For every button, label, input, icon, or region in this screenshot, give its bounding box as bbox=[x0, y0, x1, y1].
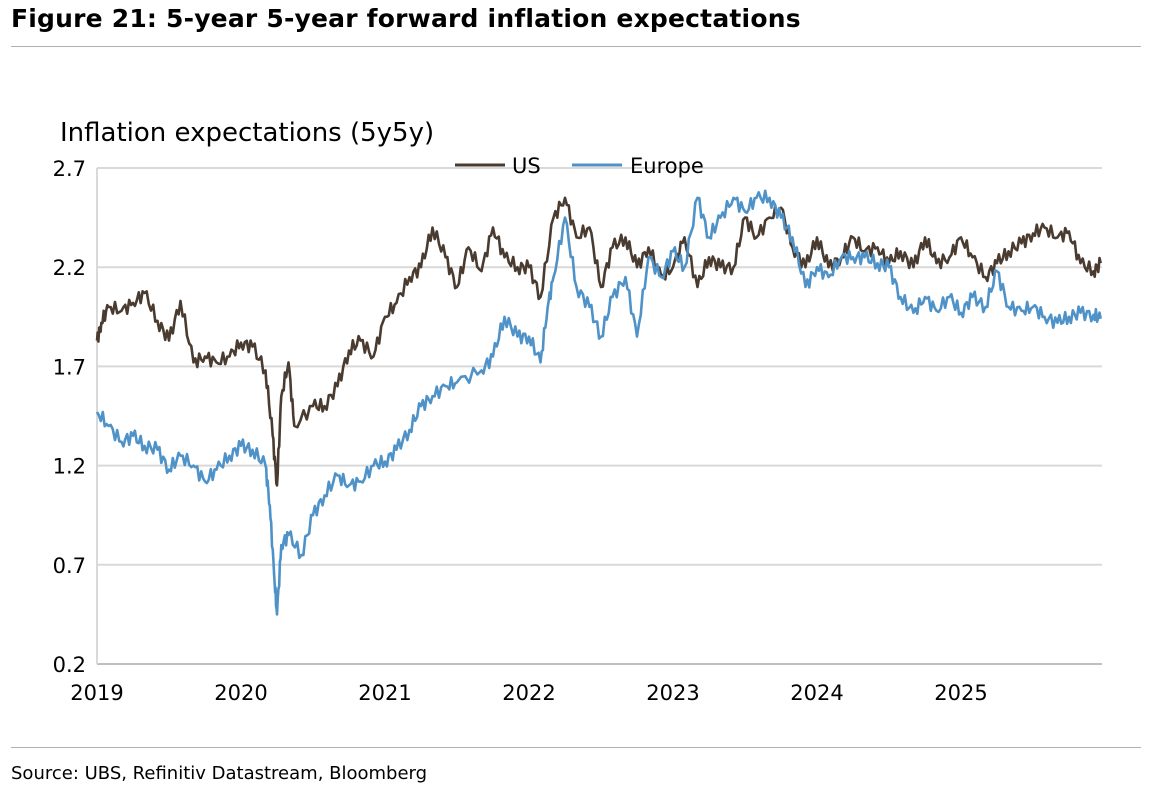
y-tick-label: 0.7 bbox=[53, 554, 86, 578]
y-tick-label: 0.2 bbox=[53, 653, 86, 677]
legend: US Europe bbox=[455, 154, 704, 178]
figure-title: Figure 21: 5-year 5-year forward inflati… bbox=[11, 4, 801, 33]
x-tick-label: 2021 bbox=[358, 681, 411, 705]
x-tick-label: 2019 bbox=[70, 681, 123, 705]
x-tick-label: 2024 bbox=[790, 681, 843, 705]
y-tick-label: 2.7 bbox=[53, 157, 86, 181]
chart-title: Inflation expectations (5y5y) bbox=[60, 118, 434, 148]
series-lines bbox=[95, 189, 1102, 616]
x-tick-label: 2023 bbox=[646, 681, 699, 705]
gridlines bbox=[96, 167, 1102, 665]
top-divider bbox=[11, 46, 1141, 47]
legend-label-europe: Europe bbox=[630, 154, 704, 178]
source-note: Source: UBS, Refinitiv Datastream, Bloom… bbox=[11, 763, 428, 784]
series-line-europe bbox=[95, 189, 1102, 616]
x-tick-label: 2025 bbox=[934, 681, 987, 705]
series-line-us bbox=[95, 196, 1102, 487]
x-tick-labels: 2019 2020 2021 2022 2023 2024 2025 bbox=[70, 681, 987, 705]
line-chart: Inflation expectations (5y5y) 2.7 2.2 1.7 1… bbox=[53, 118, 1102, 705]
y-tick-labels: 2.7 2.2 1.7 1.2 0.7 0.2 bbox=[53, 157, 86, 677]
y-tick-label: 1.2 bbox=[53, 455, 86, 479]
x-tick-label: 2020 bbox=[214, 681, 267, 705]
x-tick-label: 2022 bbox=[502, 681, 555, 705]
y-tick-label: 2.2 bbox=[53, 256, 86, 280]
bottom-divider bbox=[11, 747, 1141, 748]
legend-label-us: US bbox=[512, 154, 541, 178]
y-tick-label: 1.7 bbox=[53, 355, 86, 379]
